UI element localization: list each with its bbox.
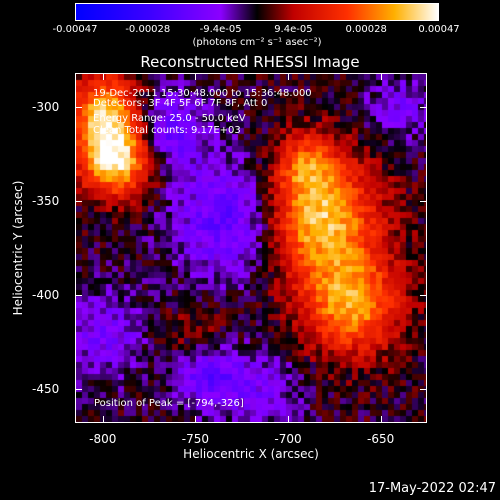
y-tick-mark — [75, 200, 82, 202]
x-tick-label: -800 — [89, 432, 117, 446]
x-tick-mark — [380, 416, 382, 423]
y-tick-label: -400 — [32, 288, 60, 303]
y-tick-mark — [75, 389, 82, 391]
x-tick-mark — [288, 73, 290, 80]
colorbar-tick-label: 0.00047 — [418, 24, 460, 35]
info-detectors: Detectors: 3F 4F 5F 6F 7F 8F, Att 0 — [93, 98, 268, 109]
colorbar-tick-label: -9.4e-05 — [199, 24, 242, 35]
info-time-range: 19-Dec-2011 15:30:48.000 to 15:36:48.000 — [93, 88, 312, 99]
plot-area — [75, 73, 427, 423]
info-energy-range: Energy Range: 25.0 - 50.0 keV — [93, 113, 246, 124]
x-tick-mark — [195, 73, 197, 80]
x-axis-label: Heliocentric X (arcsec) — [183, 447, 319, 461]
colorbar-tick-label: 0.00028 — [345, 24, 387, 35]
x-tick-mark — [102, 416, 104, 423]
y-tick-label: -450 — [32, 382, 60, 397]
x-tick-label: -750 — [181, 432, 210, 446]
colorbar — [75, 3, 439, 21]
x-tick-mark — [195, 416, 197, 423]
y-tick-mark — [420, 295, 427, 297]
y-axis-label: Heliocentric Y (arcsec) — [11, 180, 25, 316]
chart-title: Reconstructed RHESSI Image — [140, 53, 360, 71]
colorbar-tick-label: 9.4e-05 — [274, 24, 313, 35]
y-tick-mark — [420, 106, 427, 108]
x-tick-label: -650 — [367, 432, 395, 446]
timestamp: 17-May-2022 02:47 — [368, 481, 496, 496]
colorbar-tick-label: -0.00028 — [125, 24, 171, 35]
colorbar-units: (photons cm⁻² s⁻¹ asec⁻²) — [192, 37, 322, 48]
y-tick-mark — [420, 389, 427, 391]
x-tick-mark — [380, 73, 382, 80]
x-tick-label: -700 — [274, 432, 302, 446]
x-tick-mark — [102, 73, 104, 80]
y-tick-mark — [75, 106, 82, 108]
y-tick-mark — [75, 295, 82, 297]
heatmap-image — [76, 74, 426, 422]
y-tick-label: -300 — [32, 99, 60, 114]
y-tick-mark — [420, 200, 427, 202]
y-tick-label: -350 — [32, 193, 60, 208]
peak-position-text: Position of Peak = [-794,-326] — [94, 398, 244, 409]
x-tick-mark — [288, 416, 290, 423]
info-total-counts: Clean Total counts: 9.17E+03 — [93, 125, 241, 136]
colorbar-gradient — [76, 4, 438, 20]
colorbar-tick-label: -0.00047 — [52, 24, 98, 35]
